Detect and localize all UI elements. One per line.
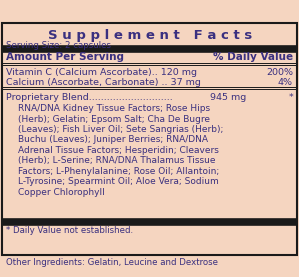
Text: (Herb); L-Serine; RNA/DNA Thalamus Tissue: (Herb); L-Serine; RNA/DNA Thalamus Tissu… (18, 157, 216, 165)
Text: Copper Chlorophyll: Copper Chlorophyll (18, 188, 105, 197)
Text: RNA/DNA Kidney Tissue Factors; Rose Hips: RNA/DNA Kidney Tissue Factors; Rose Hips (18, 104, 210, 113)
Text: (Herb); Gelatin; Epsom Salt; Cha De Bugre: (Herb); Gelatin; Epsom Salt; Cha De Bugr… (18, 114, 210, 124)
Bar (2, 23, 297, 255)
Text: Proprietary Blend............................: Proprietary Blend.......................… (6, 93, 173, 102)
Text: % Daily Value: % Daily Value (213, 52, 293, 62)
Text: Serving Size: 2 capsules: Serving Size: 2 capsules (6, 41, 111, 50)
Text: 200%: 200% (266, 68, 293, 77)
Text: Vitamin C (Calcium Ascorbate).. 120 mg: Vitamin C (Calcium Ascorbate).. 120 mg (6, 68, 197, 77)
Text: Adrenal Tissue Factors; Hesperidin; Cleavers: Adrenal Tissue Factors; Hesperidin; Clea… (18, 146, 219, 155)
Text: L-Tyrosine; Spearmint Oil; Aloe Vera; Sodium: L-Tyrosine; Spearmint Oil; Aloe Vera; So… (18, 178, 219, 186)
Text: 4%: 4% (278, 78, 293, 87)
Text: Buchu (Leaves); Juniper Berries; RNA/DNA: Buchu (Leaves); Juniper Berries; RNA/DNA (18, 135, 208, 145)
Text: *: * (288, 93, 293, 102)
Text: Other Ingredients: Gelatin, Leucine and Dextrose: Other Ingredients: Gelatin, Leucine and … (6, 258, 218, 267)
Text: (Leaves); Fish Liver Oil; Sete Sangrias (Herb);: (Leaves); Fish Liver Oil; Sete Sangrias … (18, 125, 223, 134)
Text: S u p p l e m e n t   F a c t s: S u p p l e m e n t F a c t s (48, 29, 252, 42)
Text: 945 mg: 945 mg (210, 93, 246, 102)
Text: Factors; L-Phenylalanine; Rose Oil; Allantoin;: Factors; L-Phenylalanine; Rose Oil; Alla… (18, 167, 219, 176)
Text: * Daily Value not established.: * Daily Value not established. (6, 226, 133, 235)
Text: Amount Per Serving: Amount Per Serving (6, 52, 124, 62)
Text: Calcium (Ascorbate, Carbonate) .. 37 mg: Calcium (Ascorbate, Carbonate) .. 37 mg (6, 78, 201, 87)
